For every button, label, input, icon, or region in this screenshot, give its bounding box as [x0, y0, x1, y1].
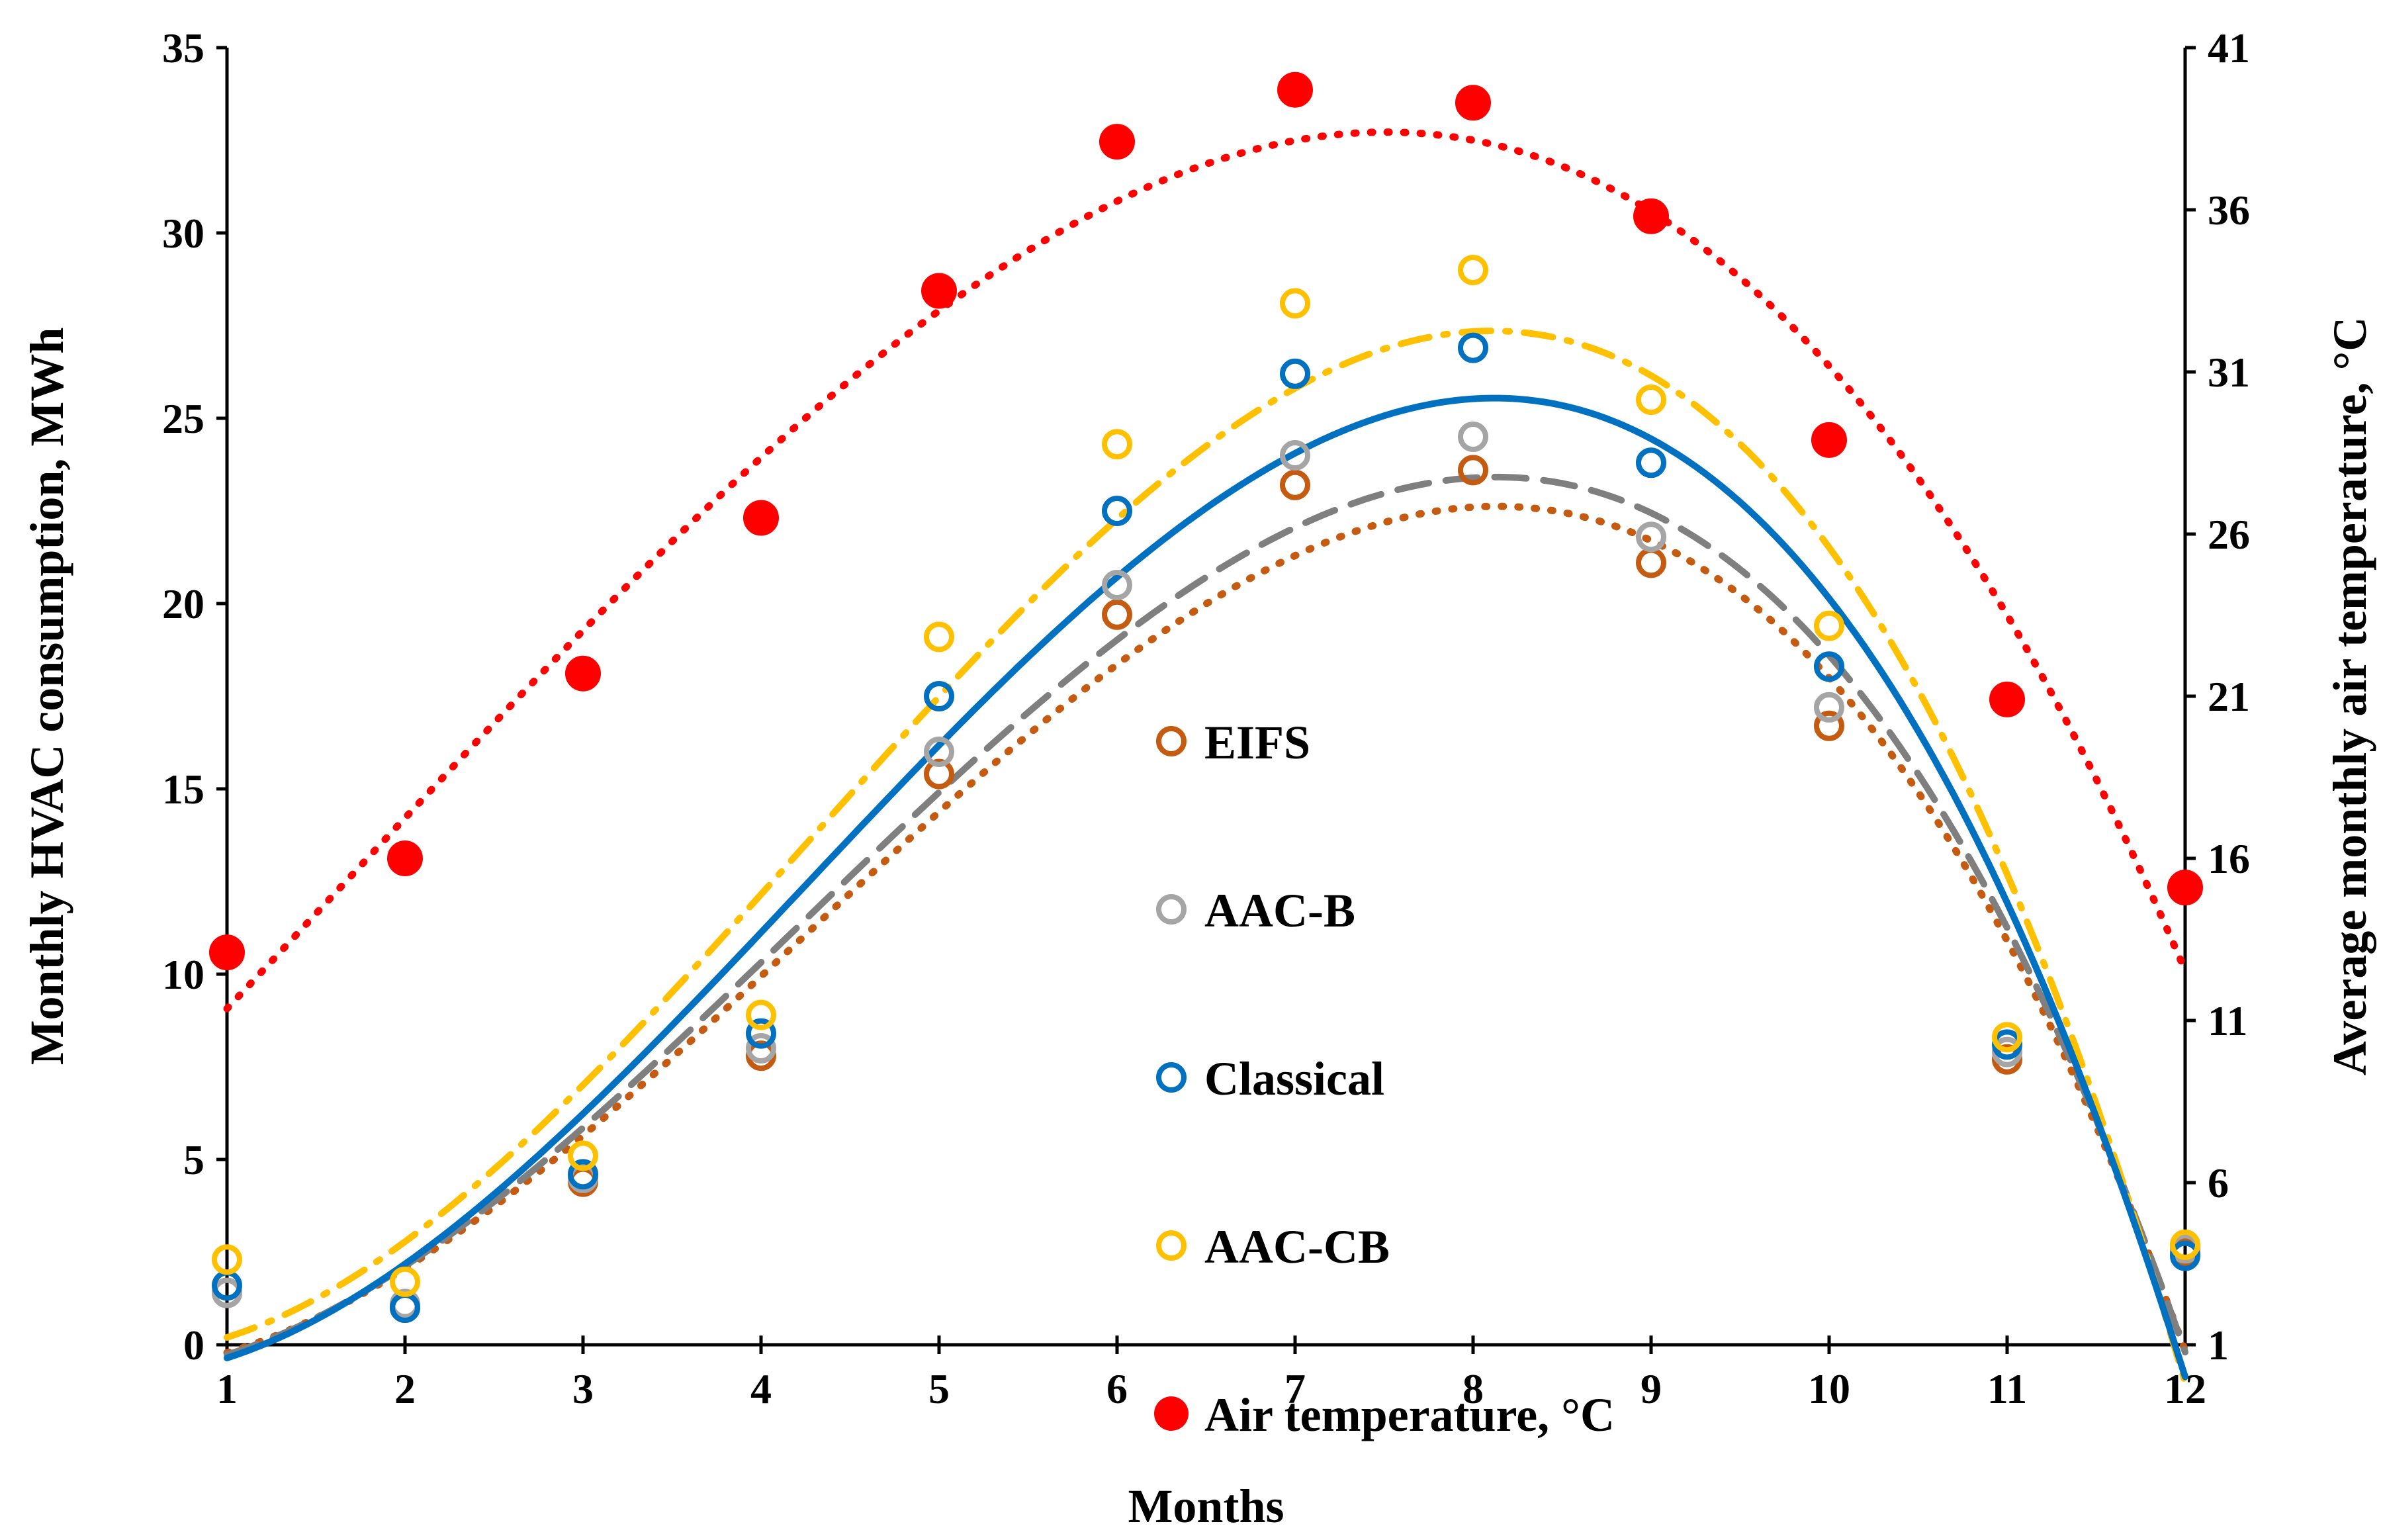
- trend-line-eifs: [223, 502, 2189, 1357]
- point-aac-b: [1102, 570, 1132, 600]
- y-left-tick-label: 10: [162, 951, 204, 998]
- point-classical: [924, 681, 954, 711]
- trend-lines: [223, 128, 2189, 1386]
- point-air-temperature-c: [2167, 870, 2203, 906]
- x-tick-label: 1: [216, 1365, 238, 1412]
- point-aac-b: [1636, 521, 1666, 553]
- legend-marker-aac-cb: [1156, 1230, 1187, 1261]
- legend-label-classical: Classical: [1204, 1052, 1384, 1105]
- point-eifs: [1636, 547, 1666, 578]
- point-air-temperature-c: [209, 934, 245, 971]
- y-right-tick-label: 11: [2208, 997, 2247, 1044]
- legend: EIFS AAC-B Classical AAC-CB Air temperature,…: [1154, 716, 1615, 1441]
- point-classical: [1280, 358, 1310, 389]
- point-aac-cb: [212, 1244, 242, 1275]
- legend-marker-aac-b: [1156, 894, 1187, 925]
- point-air-temperature-c: [1633, 198, 1669, 234]
- y-left-tick-label: 15: [162, 766, 204, 813]
- legend-label-aac-b: AAC-B: [1204, 884, 1355, 937]
- x-tick-label: 7: [1284, 1365, 1306, 1412]
- x-tick-label: 5: [928, 1365, 950, 1412]
- point-aac-b: [1280, 440, 1310, 471]
- point-eifs: [924, 758, 954, 790]
- point-classical: [568, 1159, 598, 1190]
- trend-line-aac-b: [224, 473, 2188, 1358]
- point-aac-b: [1458, 422, 1488, 452]
- trend-line-aac-cb: [224, 327, 2188, 1386]
- x-tick-label: 9: [1641, 1365, 1662, 1412]
- x-tick-label: 6: [1106, 1365, 1128, 1412]
- point-air-temperature-c: [743, 500, 779, 536]
- y-left-tick-label: 25: [162, 395, 204, 442]
- x-tick-label: 8: [1462, 1365, 1484, 1412]
- point-classical: [1458, 332, 1488, 363]
- y-right-tick-label: 16: [2208, 835, 2250, 882]
- y-left-tick-label: 5: [183, 1136, 204, 1183]
- point-aac-b: [924, 737, 954, 767]
- data-points: [209, 71, 2203, 1323]
- point-classical: [1814, 651, 1844, 682]
- point-eifs: [1280, 469, 1310, 500]
- point-air-temperature-c: [1277, 71, 1313, 108]
- y-right-tick-label: 41: [2208, 24, 2250, 71]
- point-air-temperature-c: [565, 655, 601, 692]
- point-aac-cb: [390, 1266, 420, 1297]
- point-classical: [1636, 447, 1666, 478]
- y-right-tick-label: 31: [2208, 349, 2250, 396]
- legend-label-air-temperature-c: Air temperature, °C: [1204, 1388, 1615, 1441]
- x-tick-label: 10: [1808, 1365, 1850, 1412]
- legend-marker-air-temperature-c: [1154, 1396, 1189, 1431]
- y-right-tick-label: 6: [2208, 1159, 2229, 1206]
- point-aac-cb: [1992, 1022, 2022, 1053]
- point-aac-cb: [568, 1140, 598, 1171]
- y-axis-left-title: Monthly HVAC consumption, MWh: [21, 328, 73, 1065]
- legend-label-eifs: EIFS: [1204, 716, 1310, 769]
- x-tick-label: 2: [394, 1365, 416, 1412]
- point-air-temperature-c: [1455, 85, 1491, 121]
- point-aac-b: [1814, 692, 1844, 723]
- point-aac-cb: [1458, 255, 1488, 285]
- point-aac-cb: [2170, 1229, 2200, 1260]
- point-air-temperature-c: [387, 840, 423, 876]
- trend-line-air-temperature-c: [223, 128, 2189, 1013]
- legend-marker-classical: [1156, 1062, 1187, 1093]
- trend-line-classical: [224, 394, 2188, 1381]
- point-aac-cb: [1636, 385, 1666, 415]
- y-axis-right-title: Average monthly air temperature, °C: [2323, 317, 2376, 1076]
- point-aac-cb: [746, 999, 776, 1030]
- x-tick-label: 3: [572, 1365, 594, 1412]
- legend-marker-eifs: [1156, 726, 1187, 756]
- point-air-temperature-c: [1989, 681, 2025, 717]
- point-aac-cb: [1280, 288, 1310, 319]
- x-tick-label: 4: [750, 1365, 772, 1412]
- point-air-temperature-c: [1811, 422, 1847, 458]
- legend-label-aac-cb: AAC-CB: [1204, 1220, 1390, 1273]
- point-eifs: [1458, 455, 1488, 486]
- point-aac-cb: [924, 621, 954, 653]
- x-tick-label: 11: [1987, 1365, 2027, 1412]
- y-right-tick-label: 1: [2208, 1322, 2229, 1369]
- y-right-tick-label: 21: [2208, 673, 2250, 720]
- point-eifs: [1102, 599, 1132, 630]
- point-aac-cb: [1814, 610, 1844, 641]
- y-right-tick-label: 26: [2208, 511, 2250, 558]
- axes: 1 2 3 4 5 6 7 8 9 10 11 120510152025303516111621263…: [162, 24, 2250, 1412]
- point-air-temperature-c: [1099, 124, 1135, 160]
- y-left-tick-label: 30: [162, 210, 204, 257]
- y-left-tick-label: 0: [183, 1322, 204, 1369]
- point-air-temperature-c: [921, 273, 957, 309]
- point-classical: [746, 1018, 776, 1049]
- point-classical: [1102, 496, 1132, 526]
- y-left-tick-label: 20: [162, 580, 204, 627]
- y-left-tick-label: 35: [162, 24, 204, 71]
- point-classical: [2170, 1240, 2200, 1271]
- point-aac-b: [746, 1033, 776, 1064]
- point-aac-cb: [1102, 429, 1132, 460]
- x-axis-title: Months: [1128, 1480, 1284, 1533]
- y-right-tick-label: 36: [2208, 187, 2250, 234]
- point-eifs: [1814, 710, 1844, 741]
